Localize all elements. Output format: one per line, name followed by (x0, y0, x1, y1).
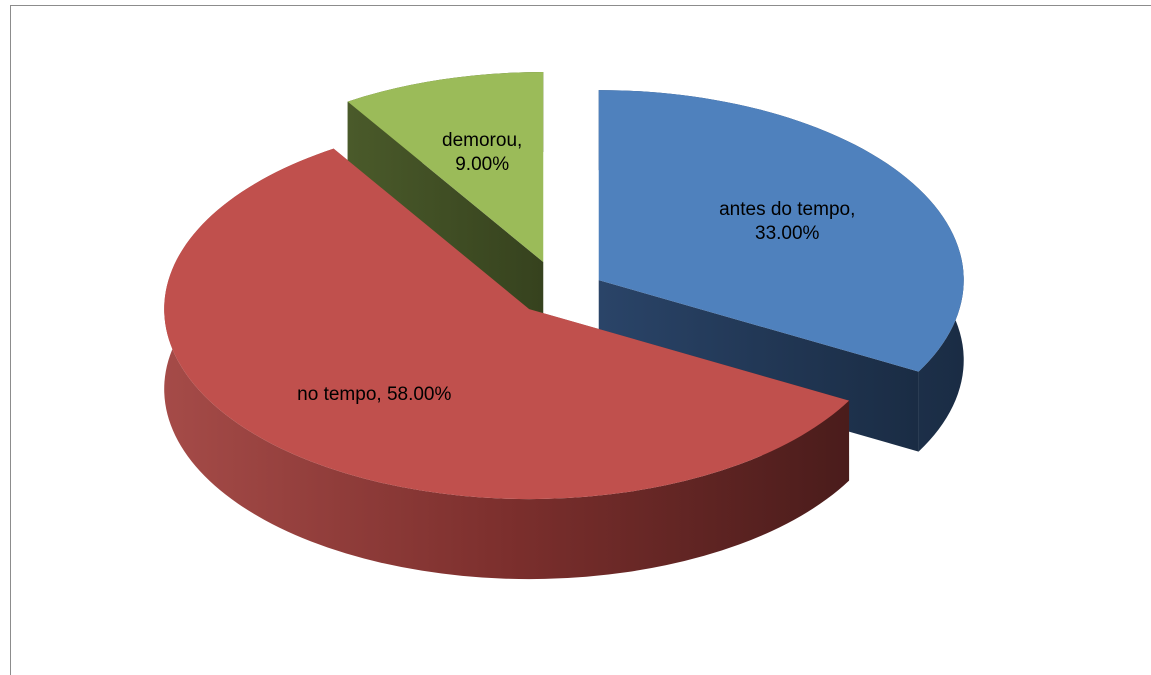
chart-frame (10, 5, 1151, 675)
data-label: demorou, 9.00% (442, 129, 523, 175)
slice-side (164, 148, 850, 580)
slice (164, 148, 850, 500)
slice (347, 72, 544, 263)
data-label: no tempo, 58.00% (297, 383, 452, 405)
data-label: antes do tempo, 33.00% (719, 199, 856, 245)
slice (598, 90, 964, 372)
